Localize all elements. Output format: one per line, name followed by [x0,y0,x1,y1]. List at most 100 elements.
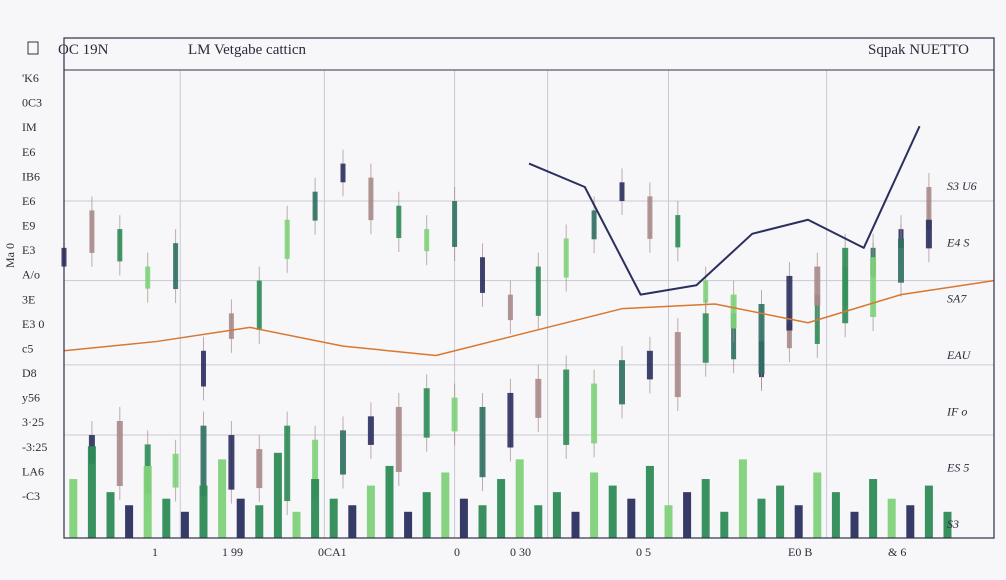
candle-body [730,294,737,329]
candle-body [423,388,430,438]
candle-body [814,266,821,306]
volume-bar [738,459,747,538]
x-axis-label: E0 B [788,545,812,559]
candle-body [312,191,318,221]
x-axis-label: 1 99 [222,545,243,559]
header-right: Sqpak NUETTO [868,42,969,58]
candle-body [145,266,151,289]
left-axis-label: LA6 [22,464,44,478]
volume-bar [757,498,766,538]
volume-bar [218,459,227,538]
candle-body [619,360,625,405]
volume-bar [627,498,636,538]
series-layer [61,125,995,538]
volume-bar [385,465,394,538]
orange-trend-line [63,279,995,357]
candle-body [925,219,932,249]
x-axis-label: 0 5 [636,545,651,559]
volume-bar [199,485,208,538]
left-axis-label: y56 [22,391,40,405]
volume-bar [608,485,617,538]
candle-body [424,229,430,252]
volume-bar [534,505,543,538]
left-axis-label: E3 [22,243,35,257]
candle-body [284,219,290,259]
candle-body [591,383,598,444]
header-box-icon [27,41,39,55]
right-axis: S3 U6 E4 S SA7 EAU IF o ES 5 S3 [946,179,977,531]
candle-body [200,425,207,496]
x-axis-label: 1 [152,545,158,559]
candle-body [646,350,653,380]
left-axis-label: 3E [22,292,35,306]
navy-trend-line [528,125,921,296]
volume-bar [776,485,785,538]
volume-bar [645,465,654,538]
x-axis: 1 1 99 0CA1 0 0 30 0 5 E0 B & 6 [152,545,906,559]
volume-bar [459,498,468,538]
candle-body [563,238,569,278]
volume-bar [664,505,673,538]
x-axis-label: 0 [454,545,460,559]
left-axis: 'K6 0C3 IM E6 IB6 E6 E9 E3 A/o 3E E3 0 c5 D8 y56 3·25 -… [22,71,47,503]
left-axis-label: E3 0 [22,317,44,331]
volume-bar [515,459,524,538]
candle-body [507,294,513,321]
left-axis-label: -C3 [22,489,40,503]
candle-body [173,243,179,290]
candle-body [340,430,346,475]
candle-body [758,304,765,375]
volume-bar [552,492,561,538]
left-axis-label: IM [22,120,37,134]
header-center: LM Vetgabe catticn [188,42,307,58]
right-axis-label: EAU [946,348,972,362]
candle-body [228,313,234,339]
volume-bar [831,492,840,538]
candle-body [563,369,570,445]
candle-body [116,421,123,486]
candle-body [340,163,346,183]
candle-body [786,275,793,331]
candle-body [284,425,291,502]
volume-bar [180,511,189,538]
left-axis-label: A/o [22,268,40,282]
volume-bar [69,479,78,538]
candle-body [480,257,485,293]
left-axis-label: 0C3 [22,96,42,110]
volume-bar [720,511,729,538]
volume-bar [87,446,96,538]
volume-bar [850,511,859,538]
left-axis-label: 'K6 [22,71,39,85]
right-axis-label: S3 U6 [947,179,977,193]
candle-body [703,280,709,303]
x-axis-label: 0 30 [510,545,531,559]
candle-body [898,238,904,283]
volume-bar [869,479,878,538]
candle-body [535,378,542,418]
right-axis-label: SA7 [947,292,967,306]
volume-bar [683,492,692,538]
volume-bar [125,505,134,538]
left-axis-label: -3:25 [22,440,47,454]
volume-bar [106,492,115,538]
candle-body [675,215,681,248]
candle-body [368,177,374,221]
left-axis-label: D8 [22,366,37,380]
left-axis-label: E9 [22,219,35,233]
volume-bar [236,498,245,538]
candle-body [312,439,319,500]
candle-body [619,182,625,202]
grid [64,70,994,538]
candle-body [172,453,179,488]
volume-bar [292,511,301,538]
candle-body [228,435,235,490]
volume-bar [571,511,580,538]
volume-bar [794,505,803,538]
candle-body [367,416,374,445]
volume-bar [143,465,152,538]
volume-bar [701,479,710,538]
left-axis-label: IB6 [22,169,40,183]
volume-bar [366,485,375,538]
candle-body [507,392,514,448]
volume-bar [255,505,264,538]
